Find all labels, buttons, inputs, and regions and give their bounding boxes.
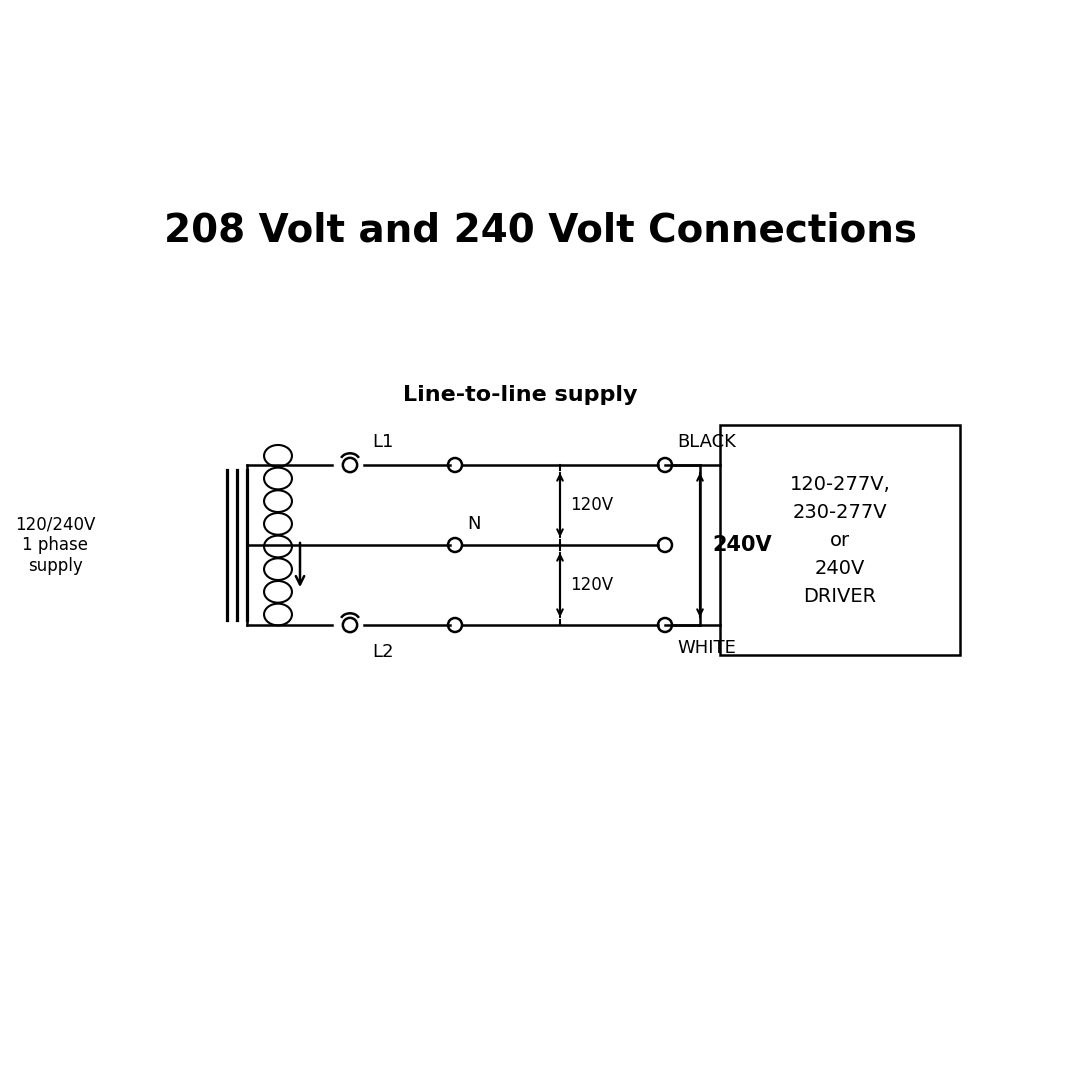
Text: 120V: 120V <box>570 576 613 594</box>
Text: 120-277V,
230-277V
or
240V
DRIVER: 120-277V, 230-277V or 240V DRIVER <box>789 474 890 606</box>
Text: 240V: 240V <box>712 535 771 555</box>
Text: N: N <box>467 515 481 534</box>
Text: 208 Volt and 240 Volt Connections: 208 Volt and 240 Volt Connections <box>163 211 917 249</box>
Text: Line-to-line supply: Line-to-line supply <box>403 384 637 405</box>
Text: WHITE: WHITE <box>677 639 735 657</box>
Text: 120V: 120V <box>570 496 613 514</box>
Text: 120/240V
1 phase
supply: 120/240V 1 phase supply <box>15 515 95 575</box>
Text: L1: L1 <box>372 433 393 451</box>
Text: L2: L2 <box>372 643 393 661</box>
Text: BLACK: BLACK <box>677 433 735 451</box>
